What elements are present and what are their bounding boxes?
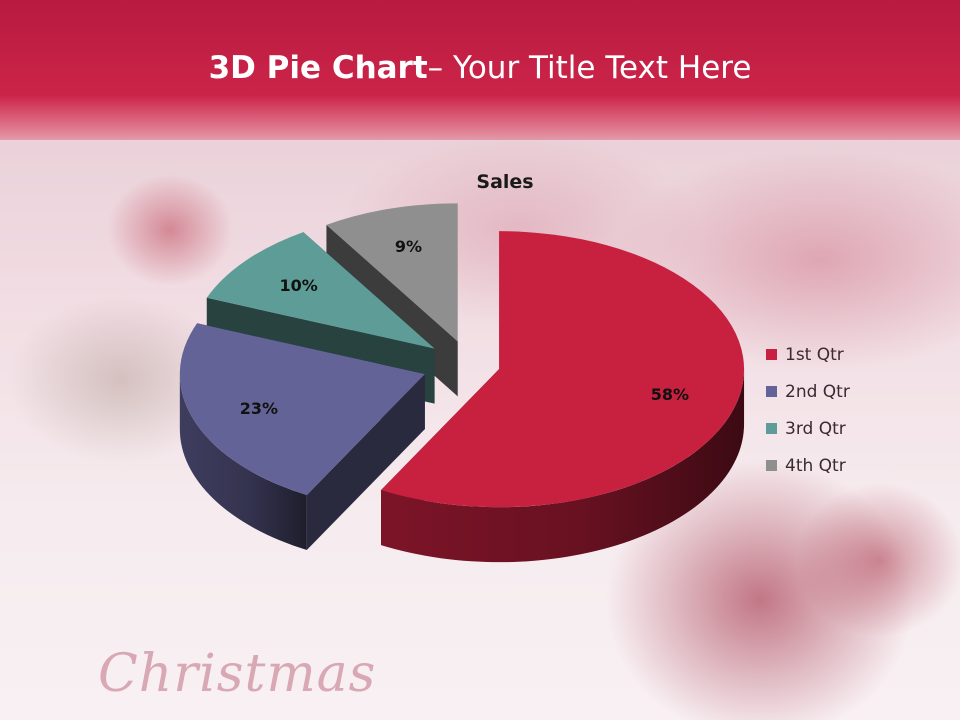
pie-slice-1-wall xyxy=(381,369,745,563)
slide-title: 3D Pie Chart– Your Title Text Here xyxy=(0,50,960,86)
legend-item-4: 4th Qtr xyxy=(766,447,850,484)
pie-slice-2-wall xyxy=(179,374,307,551)
pie-labels: 58% 23% 10% 9% xyxy=(240,237,689,418)
pie-slices xyxy=(179,203,745,563)
pie-label-4: 9% xyxy=(395,237,422,256)
legend-label-2: 2nd Qtr xyxy=(785,381,850,402)
slide-title-bold: 3D Pie Chart xyxy=(208,50,428,86)
legend-swatch-4 xyxy=(766,460,777,471)
pie-slice-1 xyxy=(381,231,745,563)
pie-slice-4-top xyxy=(326,203,458,342)
legend-item-1: 1st Qtr xyxy=(766,336,850,373)
pie-label-3: 10% xyxy=(279,276,317,295)
legend-swatch-2 xyxy=(766,386,777,397)
pie-label-1: 58% xyxy=(651,385,689,404)
legend-label-3: 3rd Qtr xyxy=(785,418,846,439)
title-band xyxy=(0,0,960,140)
chart-title: Sales xyxy=(476,171,533,193)
pie-slice-2-top xyxy=(179,323,425,496)
legend-item-2: 2nd Qtr xyxy=(766,373,850,410)
legend-item-3: 3rd Qtr xyxy=(766,410,850,447)
pie-slice-2 xyxy=(179,323,425,551)
christmas-script-text: Christmas xyxy=(98,644,377,704)
legend-label-1: 1st Qtr xyxy=(785,344,844,365)
slide-title-rest: – Your Title Text Here xyxy=(427,50,752,86)
pie-label-2: 23% xyxy=(240,399,278,418)
legend-swatch-3 xyxy=(766,423,777,434)
pie-slice-1-top xyxy=(381,231,745,508)
pie-slice-3-top xyxy=(206,232,435,349)
chart-legend: 1st Qtr 2nd Qtr 3rd Qtr 4th Qtr xyxy=(766,336,850,484)
legend-label-4: 4th Qtr xyxy=(785,455,846,476)
legend-swatch-1 xyxy=(766,349,777,360)
